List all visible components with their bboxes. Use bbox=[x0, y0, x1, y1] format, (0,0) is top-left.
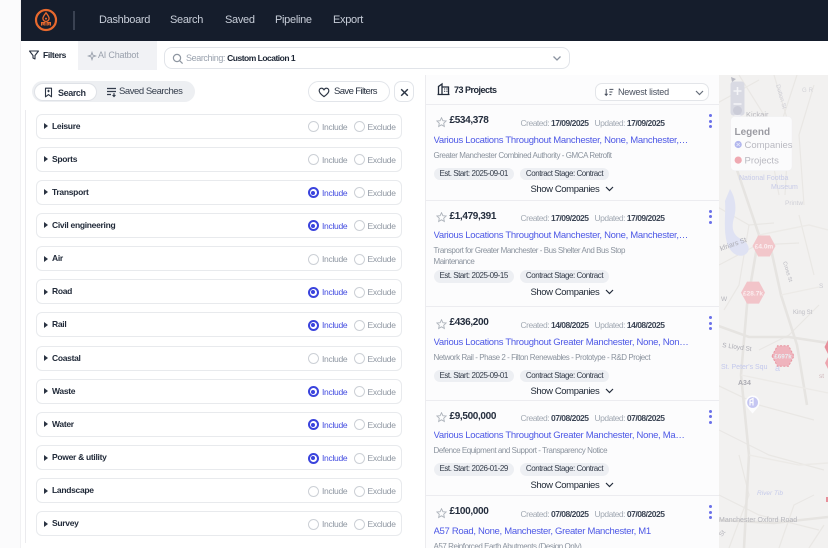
svg-text:National Footba: National Footba bbox=[739, 175, 789, 182]
svg-text:Companies: Companies bbox=[745, 140, 793, 151]
svg-text:St. Peter's Squ: St. Peter's Squ bbox=[721, 364, 768, 371]
svg-text:A34: A34 bbox=[738, 380, 751, 387]
svg-text:S Lloyd St: S Lloyd St bbox=[722, 342, 753, 353]
svg-text:Kickair: Kickair bbox=[746, 110, 769, 119]
svg-text:St: St bbox=[719, 529, 727, 538]
svg-text:£4.0m: £4.0m bbox=[755, 244, 774, 251]
svg-text:£697k: £697k bbox=[774, 354, 792, 361]
svg-text:st: st bbox=[819, 373, 824, 380]
svg-text:Legend: Legend bbox=[735, 127, 771, 138]
svg-text:S: S bbox=[819, 283, 824, 290]
svg-text:GR: GR bbox=[802, 88, 815, 94]
svg-text:King St: King St bbox=[793, 310, 813, 316]
svg-text:River Tib: River Tib bbox=[757, 490, 783, 497]
svg-text:Manchester Oxford Road: Manchester Oxford Road bbox=[719, 517, 797, 524]
svg-text:Printw: Printw bbox=[785, 200, 803, 207]
svg-text:Museum: Museum bbox=[771, 184, 798, 191]
svg-text:£28.7k: £28.7k bbox=[743, 290, 763, 297]
svg-text:a: a bbox=[775, 363, 780, 373]
svg-text:Projects: Projects bbox=[745, 155, 780, 166]
svg-text:W: W bbox=[721, 296, 728, 303]
